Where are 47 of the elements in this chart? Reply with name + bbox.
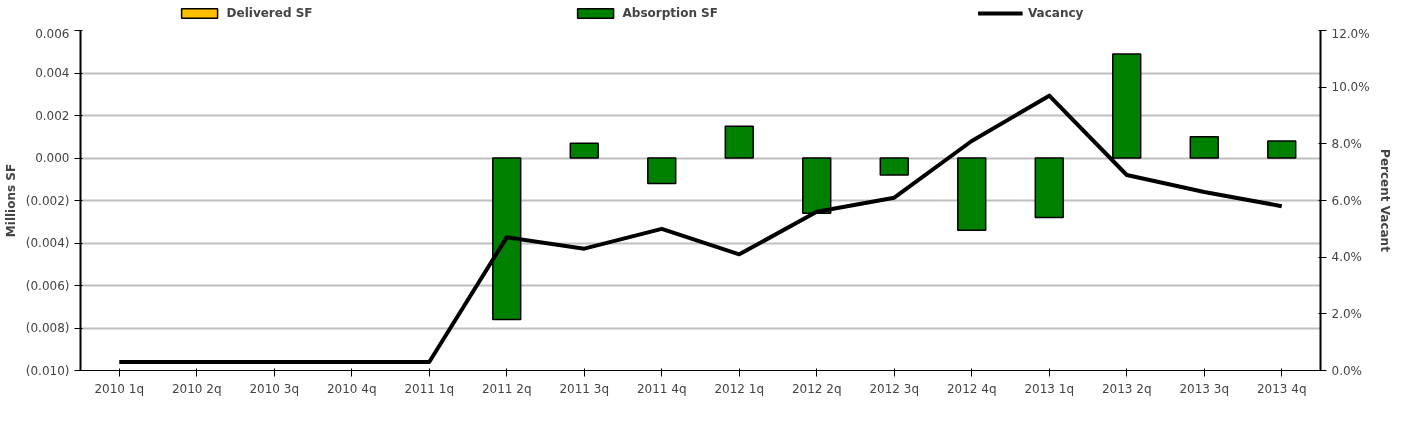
- bar: [879, 157, 909, 176]
- bar: [957, 157, 987, 231]
- y-tick-label: 0.000: [35, 151, 70, 165]
- bar: [1267, 140, 1297, 159]
- y-tick-label: (0.006): [25, 278, 70, 293]
- bar: [802, 157, 832, 214]
- x-tick-label: 2012 2q: [791, 381, 842, 396]
- x-tick-label: 2011 2q: [481, 381, 532, 396]
- y-tick-label: (0.004): [25, 236, 70, 250]
- y-tick-label: 0.004: [35, 66, 70, 80]
- bar: [647, 157, 677, 185]
- x-tick-label: 2011 3q: [559, 381, 610, 396]
- x-tick-label: 2013 4q: [1256, 381, 1307, 396]
- y-tick-label: (0.008): [25, 321, 70, 335]
- x-tick-label: 2013 2q: [1101, 381, 1152, 396]
- x-tick-label: 2012 4q: [946, 381, 997, 396]
- bar: [1034, 157, 1064, 219]
- y-tick-label: 0.002: [35, 108, 70, 123]
- x-tick-label: 2010 4q: [326, 381, 377, 396]
- y2-tick-label: 2.0%: [1331, 306, 1362, 321]
- y2-tick-label: 6.0%: [1331, 193, 1362, 208]
- x-tick-label: 2011 1q: [404, 381, 455, 396]
- legend-label: Absorption SF: [622, 6, 718, 20]
- x-tick-label: 2010 1q: [94, 381, 145, 396]
- bar: [1189, 136, 1219, 159]
- x-tick-label: 2010 2q: [171, 381, 222, 396]
- legend-label: Vacancy: [1027, 6, 1084, 20]
- y2-tick-label: 4.0%: [1331, 250, 1362, 265]
- x-tick-label: 2010 3q: [249, 381, 300, 396]
- y2-tick-label: 12.0%: [1331, 26, 1370, 41]
- x-tick-label: 2012 3q: [869, 381, 920, 396]
- x-tick-label: 2013 3q: [1179, 381, 1230, 396]
- y-tick-label: (0.002): [25, 193, 70, 208]
- y-tick-label: (0.010): [25, 363, 70, 378]
- bar: [492, 157, 522, 321]
- y-axis-title: Millions SF: [3, 163, 18, 238]
- y2-axis-title: Percent Vacant: [1377, 149, 1392, 253]
- x-tick-label: 2012 1q: [714, 381, 765, 396]
- y2-tick-label: 10.0%: [1331, 80, 1370, 95]
- bar: [569, 142, 599, 159]
- y2-tick-label: 8.0%: [1331, 136, 1362, 151]
- legend-label: Delivered SF: [226, 6, 313, 20]
- y-tick-label: 0.006: [35, 26, 70, 41]
- x-tick-label: 2013 1q: [1024, 381, 1075, 396]
- bar: [724, 125, 754, 159]
- y2-tick-label: 0.0%: [1331, 363, 1362, 378]
- x-tick-label: 2011 4q: [636, 381, 687, 396]
